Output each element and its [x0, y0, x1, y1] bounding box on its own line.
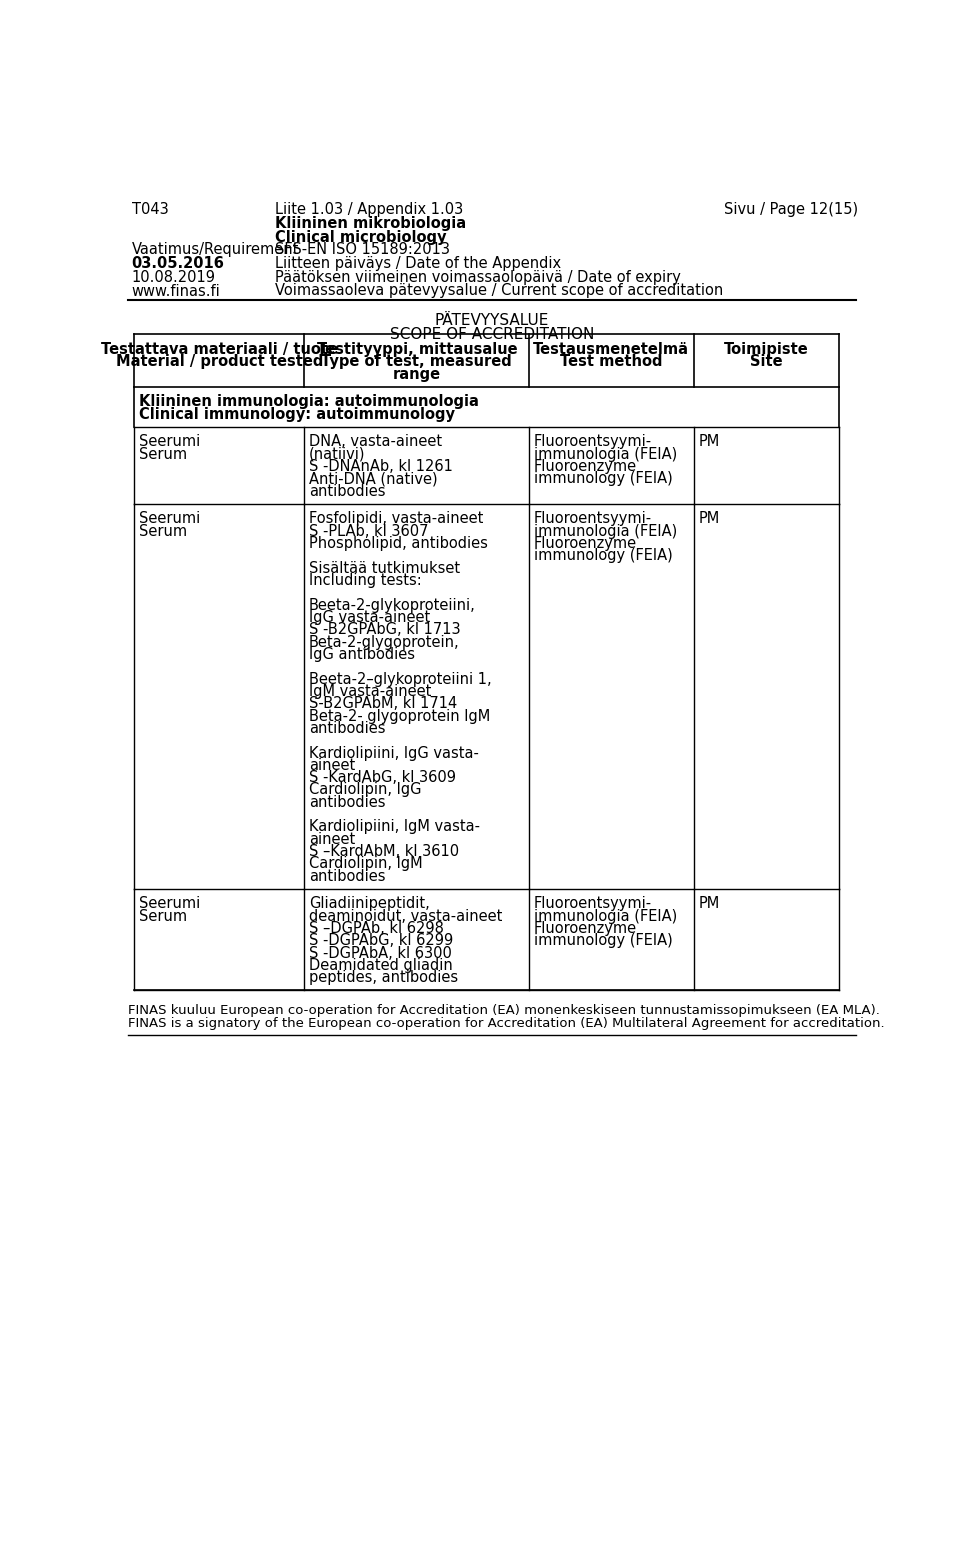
Text: Vaatimus/Requirement: Vaatimus/Requirement	[132, 242, 299, 256]
Text: Beeta-2–glykoproteiini 1,: Beeta-2–glykoproteiini 1,	[309, 671, 492, 687]
Text: Sivu / Page 12(15): Sivu / Page 12(15)	[725, 202, 858, 218]
Text: FINAS is a signatory of the European co-operation for Accreditation (EA) Multila: FINAS is a signatory of the European co-…	[128, 1016, 884, 1030]
Text: PÄTEVYYSALUE: PÄTEVYYSALUE	[435, 312, 549, 328]
Text: Päätöksen viimeinen voimassaolopäivä / Date of expiry: Päätöksen viimeinen voimassaolopäivä / D…	[275, 270, 681, 284]
Text: Clinical immunology: autoimmunology: Clinical immunology: autoimmunology	[138, 407, 455, 421]
Text: S -PLAb, kl 3607: S -PLAb, kl 3607	[309, 524, 428, 539]
Text: S -DNAnAb, kl 1261: S -DNAnAb, kl 1261	[309, 458, 453, 474]
Text: Serum: Serum	[138, 446, 187, 462]
Text: Fluoroenzyme: Fluoroenzyme	[534, 458, 637, 474]
Text: SCOPE OF ACCREDITATION: SCOPE OF ACCREDITATION	[390, 326, 594, 342]
Text: immunology (FEIA): immunology (FEIA)	[534, 549, 673, 564]
Text: deaminoidut, vasta-aineet: deaminoidut, vasta-aineet	[309, 909, 502, 923]
Text: S –KardAbM, kl 3610: S –KardAbM, kl 3610	[309, 844, 459, 859]
Text: 10.08.2019: 10.08.2019	[132, 270, 216, 284]
Text: (natiivi): (natiivi)	[309, 446, 366, 462]
Text: Voimassaoleva pätevyysalue / Current scope of accreditation: Voimassaoleva pätevyysalue / Current sco…	[275, 283, 723, 298]
Text: 03.05.2016: 03.05.2016	[132, 256, 225, 270]
Text: Cardiolipin, IgM: Cardiolipin, IgM	[309, 856, 422, 872]
Text: Kliininen immunologia: autoimmunologia: Kliininen immunologia: autoimmunologia	[138, 395, 478, 409]
Text: immunologia (FEIA): immunologia (FEIA)	[534, 446, 677, 462]
Text: IgG vasta-aineet: IgG vasta-aineet	[309, 611, 430, 625]
Text: IgM vasta-aineet: IgM vasta-aineet	[309, 684, 431, 699]
Text: immunology (FEIA): immunology (FEIA)	[534, 471, 673, 486]
Text: S-B2GPAbM, kl 1714: S-B2GPAbM, kl 1714	[309, 696, 457, 712]
Text: Fluoroentsyymi-: Fluoroentsyymi-	[534, 897, 652, 911]
Text: Beta-2- glygoprotein IgM: Beta-2- glygoprotein IgM	[309, 709, 491, 724]
Text: Fluoroenzyme: Fluoroenzyme	[534, 536, 637, 552]
Text: PM: PM	[698, 511, 719, 527]
Text: Beta-2-glygoprotein,: Beta-2-glygoprotein,	[309, 634, 460, 650]
Text: Phospholipid, antibodies: Phospholipid, antibodies	[309, 536, 488, 552]
Text: S -DGPAbG, kl 6299: S -DGPAbG, kl 6299	[309, 934, 453, 948]
Text: PM: PM	[698, 897, 719, 911]
Text: Deamidated gliadin: Deamidated gliadin	[309, 957, 453, 973]
Text: Seerumi: Seerumi	[138, 435, 200, 449]
Text: Fluoroentsyymi-: Fluoroentsyymi-	[534, 435, 652, 449]
Text: Fosfolipidi, vasta-aineet: Fosfolipidi, vasta-aineet	[309, 511, 484, 527]
Text: Kardiolipiini, IgM vasta-: Kardiolipiini, IgM vasta-	[309, 819, 480, 834]
Text: SFS-EN ISO 15189:2013: SFS-EN ISO 15189:2013	[275, 242, 450, 256]
Text: IgG antibodies: IgG antibodies	[309, 646, 415, 662]
Text: www.finas.fi: www.finas.fi	[132, 283, 221, 298]
Text: Gliadiinipeptidit,: Gliadiinipeptidit,	[309, 897, 430, 911]
Text: Clinical microbiology: Clinical microbiology	[275, 230, 446, 244]
Text: Liite 1.03 / Appendix 1.03: Liite 1.03 / Appendix 1.03	[275, 202, 464, 218]
Text: Material / product tested: Material / product tested	[115, 354, 323, 370]
Text: PM: PM	[698, 435, 719, 449]
Text: aineet: aineet	[309, 758, 355, 772]
Text: Testattava materiaali / tuote: Testattava materiaali / tuote	[101, 342, 338, 357]
Text: Type of test, measured: Type of test, measured	[322, 354, 513, 370]
Text: Anti-DNA (native): Anti-DNA (native)	[309, 471, 438, 486]
Text: antibodies: antibodies	[309, 869, 386, 884]
Text: immunology (FEIA): immunology (FEIA)	[534, 934, 673, 948]
Text: Seerumi: Seerumi	[138, 511, 200, 527]
Text: Including tests:: Including tests:	[309, 573, 421, 587]
Text: Serum: Serum	[138, 524, 187, 539]
Text: antibodies: antibodies	[309, 794, 386, 810]
Text: Testausmenetelmä: Testausmenetelmä	[534, 342, 689, 357]
Text: Testityyppi, mittausalue: Testityyppi, mittausalue	[317, 342, 517, 357]
Text: Serum: Serum	[138, 909, 187, 923]
Text: Sisältää tutkimukset: Sisältää tutkimukset	[309, 561, 460, 575]
Text: S -KardAbG, kl 3609: S -KardAbG, kl 3609	[309, 771, 456, 785]
Text: Cardiolipin, IgG: Cardiolipin, IgG	[309, 783, 421, 797]
Text: Kliininen mikrobiologia: Kliininen mikrobiologia	[275, 216, 467, 230]
Text: Seerumi: Seerumi	[138, 897, 200, 911]
Text: peptides, antibodies: peptides, antibodies	[309, 970, 458, 985]
Text: Liitteen päiväys / Date of the Appendix: Liitteen päiväys / Date of the Appendix	[275, 256, 562, 270]
Text: antibodies: antibodies	[309, 483, 386, 499]
Text: range: range	[393, 367, 441, 382]
Text: antibodies: antibodies	[309, 721, 386, 737]
Text: T043: T043	[132, 202, 168, 218]
Text: FINAS kuuluu European co-operation for Accreditation (EA) monenkeskiseen tunnust: FINAS kuuluu European co-operation for A…	[128, 1004, 879, 1018]
Text: Fluoroenzyme: Fluoroenzyme	[534, 922, 637, 936]
Text: aineet: aineet	[309, 831, 355, 847]
Text: DNA, vasta-aineet: DNA, vasta-aineet	[309, 435, 443, 449]
Text: Fluoroentsyymi-: Fluoroentsyymi-	[534, 511, 652, 527]
Text: Test method: Test method	[560, 354, 662, 370]
Text: Beeta-2-glykoproteiini,: Beeta-2-glykoproteiini,	[309, 598, 476, 612]
Text: immunologia (FEIA): immunologia (FEIA)	[534, 909, 677, 923]
Text: Site: Site	[750, 354, 782, 370]
Text: S -B2GPAbG, kl 1713: S -B2GPAbG, kl 1713	[309, 622, 461, 637]
Text: S –DGPAb, kl 6298: S –DGPAb, kl 6298	[309, 922, 444, 936]
Text: Toimipiste: Toimipiste	[724, 342, 808, 357]
Text: S -DGPAbA, kl 6300: S -DGPAbA, kl 6300	[309, 946, 452, 960]
Text: Kardiolipiini, IgG vasta-: Kardiolipiini, IgG vasta-	[309, 746, 479, 760]
Text: immunologia (FEIA): immunologia (FEIA)	[534, 524, 677, 539]
